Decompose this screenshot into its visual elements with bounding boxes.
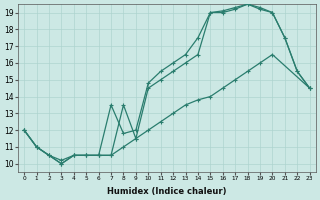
X-axis label: Humidex (Indice chaleur): Humidex (Indice chaleur) [107,187,227,196]
